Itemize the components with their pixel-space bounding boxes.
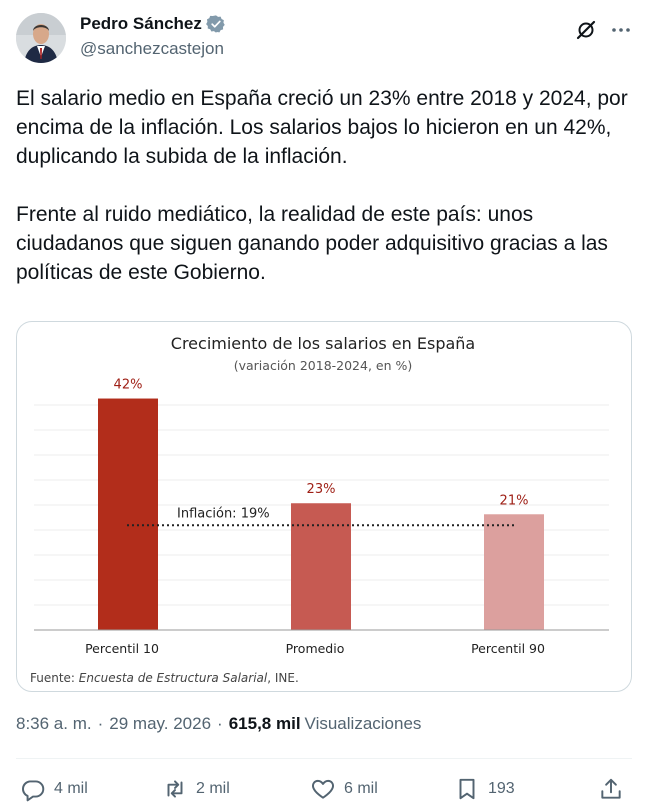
avatar[interactable] xyxy=(16,13,66,63)
bar xyxy=(291,503,351,630)
avatar-image xyxy=(16,13,66,63)
grok-icon[interactable] xyxy=(574,18,598,42)
reply-icon xyxy=(22,780,45,802)
tweet-time[interactable]: 8:36 a. m. xyxy=(16,714,92,733)
salary-growth-chart: Crecimiento de los salarios en España (v… xyxy=(30,334,609,685)
chart-subtitle: (variación 2018-2024, en %) xyxy=(234,358,413,373)
bookmark-icon xyxy=(459,778,475,800)
repost-button[interactable]: 2 mil xyxy=(162,776,230,802)
tweet-meta: 8:36 a. m. · 29 may. 2026 · 615,8 mil Vi… xyxy=(16,714,421,734)
share-icon xyxy=(601,778,621,799)
repost-count: 2 mil xyxy=(196,780,230,797)
bookmark-count: 193 xyxy=(488,780,515,797)
verified-badge-icon xyxy=(205,15,225,33)
tweet-paragraph-2: Frente al ruido mediático, la realidad d… xyxy=(16,203,608,284)
bar-value-label: 42% xyxy=(114,378,143,393)
tweet-date[interactable]: 29 may. 2026 xyxy=(109,714,212,733)
tweet-text: El salario medio en España creció un 23%… xyxy=(16,84,632,287)
chart-reference-line: Inflación: 19% xyxy=(127,506,514,527)
chart-x-labels: Percentil 10 Promedio Percentil 90 xyxy=(85,641,545,656)
x-tick-label: Percentil 90 xyxy=(471,641,545,656)
inflation-label: Inflación: 19% xyxy=(177,506,270,521)
author-handle[interactable]: @sanchezcastejon xyxy=(80,39,224,58)
like-icon xyxy=(312,779,334,799)
bar xyxy=(484,514,544,630)
bar xyxy=(98,398,158,630)
bar-value-label: 23% xyxy=(307,482,336,497)
more-icon[interactable] xyxy=(609,18,633,42)
author-display-name[interactable]: Pedro Sánchez xyxy=(80,14,202,33)
chart-bars: 42% 23% 21% xyxy=(98,378,544,630)
meta-separator-2: · xyxy=(217,714,223,733)
author-name-row: Pedro Sánchez xyxy=(80,14,226,34)
bookmark-button[interactable]: 193 xyxy=(454,776,515,802)
chart-source-prefix: Fuente: xyxy=(30,671,79,685)
chart-title: Crecimiento de los salarios en España xyxy=(171,334,475,353)
x-tick-label: Percentil 10 xyxy=(85,641,159,656)
views-count[interactable]: 615,8 mil xyxy=(228,714,301,733)
repost-icon xyxy=(167,780,183,798)
bar-value-label: 21% xyxy=(500,493,529,508)
action-bar: 4 mil 2 mil 6 mil 193 xyxy=(16,776,632,810)
chart-source-suffix: , INE. xyxy=(267,671,299,685)
chart-source-italic: Encuesta de Estructura Salarial xyxy=(79,671,268,685)
like-button[interactable]: 6 mil xyxy=(310,776,378,802)
divider xyxy=(16,758,632,759)
views-label[interactable]: Visualizaciones xyxy=(304,714,422,733)
reply-button[interactable]: 4 mil xyxy=(20,776,88,802)
tweet-paragraph-1: El salario medio en España creció un 23%… xyxy=(16,87,628,168)
x-tick-label: Promedio xyxy=(286,641,345,656)
share-button[interactable] xyxy=(598,776,632,802)
meta-separator: · xyxy=(97,714,104,733)
like-count: 6 mil xyxy=(344,780,378,797)
reply-count: 4 mil xyxy=(54,780,88,797)
media-image[interactable]: Crecimiento de los salarios en España (v… xyxy=(16,321,632,692)
chart-source: Fuente: Encuesta de Estructura Salarial,… xyxy=(30,671,299,685)
tweet-header: Pedro Sánchez @sanchezcastejon xyxy=(16,12,632,66)
